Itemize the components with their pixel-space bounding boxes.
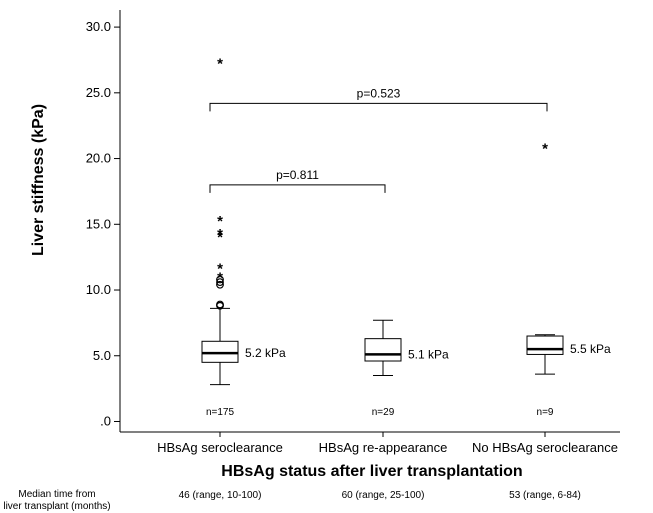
- extreme-outlier-point: *: [542, 141, 548, 158]
- x-axis-label: HBsAg status after liver transplantation: [221, 463, 522, 480]
- y-tick-label: 20.0: [86, 151, 111, 166]
- y-tick-label: .0: [100, 413, 111, 428]
- extreme-outlier-point: *: [217, 55, 223, 72]
- median-time-label: 60 (range, 25-100): [342, 490, 425, 501]
- outlier-point: [216, 275, 224, 284]
- y-tick-label: 25.0: [86, 85, 111, 100]
- y-tick-label: 30.0: [86, 19, 111, 34]
- median-label: 5.5 kPa: [570, 342, 611, 356]
- extreme-outlier-point: *: [217, 213, 223, 230]
- extreme-outlier-point: *: [217, 270, 223, 287]
- x-tick-label: HBsAg seroclearance: [157, 440, 283, 455]
- y-tick-label: 15.0: [86, 216, 111, 231]
- box-group: 5.1 kPa n=29 60 (range, 25-100): [342, 319, 449, 501]
- comparison-brackets: p=0.811 p=0.523: [209, 86, 548, 193]
- y-tick-label: 10.0: [86, 282, 111, 297]
- x-tick-label: HBsAg re-appearance: [319, 440, 448, 455]
- median-label: 5.2 kPa: [245, 346, 286, 360]
- outlier-point: [216, 278, 224, 287]
- iqr-box: [526, 335, 564, 355]
- extreme-outlier-point: *: [217, 226, 223, 243]
- comparison-bracket: [209, 102, 548, 112]
- iqr-box: [364, 338, 402, 362]
- chart-labels: HBsAg status after liver transplantation…: [3, 104, 522, 512]
- median-label: 5.1 kPa: [408, 347, 449, 361]
- sample-size-label: n=175: [206, 407, 235, 418]
- median-time-label: 46 (range, 10-100): [179, 490, 262, 501]
- comparison-bracket: [209, 184, 386, 193]
- median-time-label: 53 (range, 6-84): [509, 490, 581, 501]
- sample-size-label: n=29: [372, 407, 395, 418]
- x-tick-label: No HBsAg seroclearance: [472, 440, 618, 455]
- footer-label-line-1: Median time from: [18, 489, 95, 500]
- footer-label-line-2: liver transplant (months): [3, 501, 110, 512]
- p-value-label: p=0.811: [276, 168, 319, 182]
- box-group: 5.5 kPa * n=9 53 (range, 6-84): [509, 141, 611, 501]
- sample-size-label: n=9: [537, 407, 554, 418]
- extreme-outlier-point: *: [217, 260, 223, 277]
- outlier-point: [216, 300, 224, 309]
- outlier-point: [216, 280, 224, 289]
- p-value-label: p=0.523: [357, 86, 401, 100]
- axes: .0 5.0 10.0 15.0 20.0 25.0 30.0 HBsAg seroclear…: [86, 10, 620, 455]
- iqr-box: [201, 340, 239, 363]
- y-axis-label: Liver stiffness (kPa): [30, 104, 47, 256]
- y-tick-label: 5.0: [93, 348, 111, 363]
- extreme-outlier-point: *: [217, 229, 223, 246]
